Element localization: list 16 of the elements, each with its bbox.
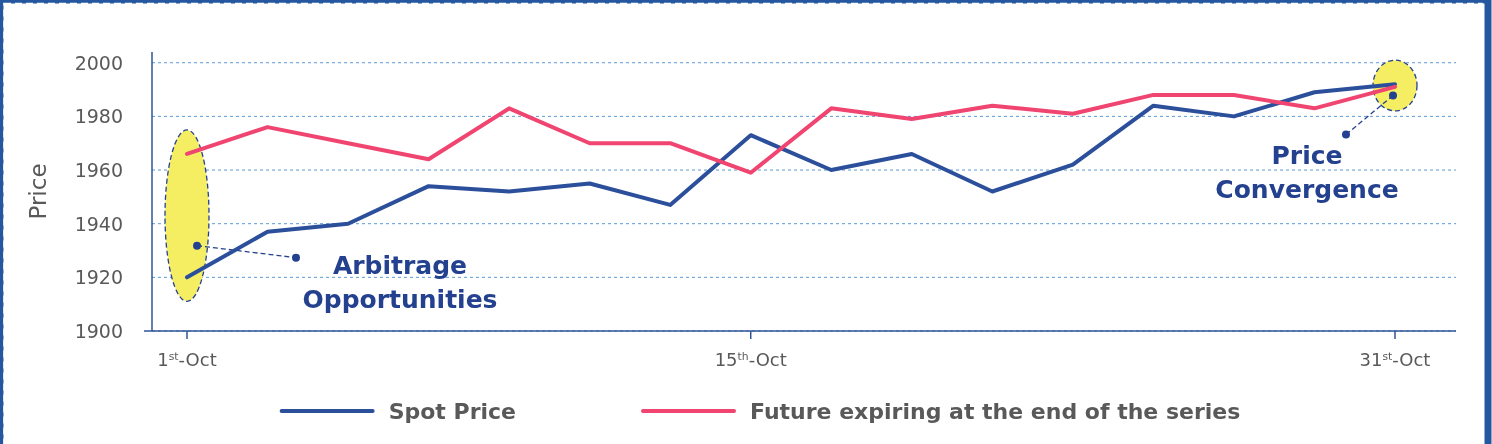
y-tick-label: 1900 [74, 320, 123, 342]
y-tick-label: 2000 [74, 51, 123, 74]
legend-label: Spot Price [388, 398, 516, 424]
annotation: Price Convergence [1215, 140, 1399, 204]
y-tick-label: 1980 [74, 105, 123, 128]
line-series [185, 82, 1397, 280]
line-series [185, 84, 1397, 175]
y-tick-label: 1960 [74, 159, 123, 182]
legend-label: Future expiring at the end of the series [750, 398, 1241, 424]
y-tick-label: 1940 [74, 212, 123, 235]
y-tick-label: 1920 [74, 266, 123, 289]
y-axis-title: Price [25, 163, 51, 220]
x-tick-label: 31$^{st}$-Oct [1359, 349, 1431, 370]
annotation: Arbitrage Opportunities [302, 250, 498, 314]
x-tick-label: 1$^{st}$-Oct [157, 349, 217, 370]
x-tick-label: 15$^{th}$-Oct [714, 349, 787, 370]
